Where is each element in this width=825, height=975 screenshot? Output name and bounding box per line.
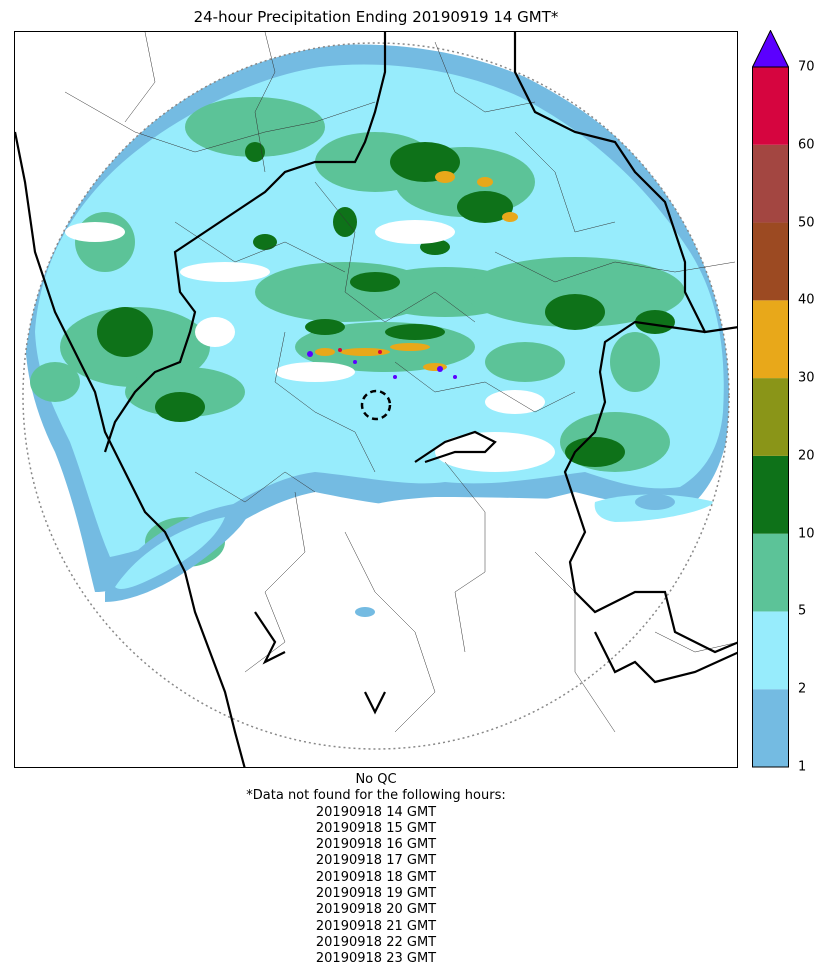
colorbar-bin <box>752 300 789 379</box>
colorbar <box>751 29 790 768</box>
map-title: 24-hour Precipitation Ending 20190919 14… <box>193 8 559 26</box>
colorbar-tick-label: 20 <box>798 448 815 464</box>
colorbar-bin <box>752 67 789 145</box>
qc-note: No QC <box>355 772 397 787</box>
precip-area-70-plus <box>307 351 457 379</box>
colorbar-tick-label: 1 <box>798 759 807 775</box>
colorbar-extend-max <box>751 29 790 68</box>
colorbar-tick-label: 70 <box>798 59 815 75</box>
missing-hour: 20190918 19 GMT <box>315 886 437 902</box>
colorbar-bin <box>752 455 789 534</box>
precip-area-60-70 <box>338 348 382 354</box>
colorbar-bin <box>752 378 789 456</box>
missing-hour: 20190918 15 GMT <box>315 820 437 836</box>
colorbar-bin <box>752 144 789 223</box>
missing-hour: 20190918 18 GMT <box>315 869 437 885</box>
colorbar-tick-label: 30 <box>798 370 815 386</box>
missing-hour: 20190918 14 GMT <box>315 804 437 820</box>
radar-range-ring <box>22 42 730 750</box>
missing-hour: 20190918 21 GMT <box>315 918 437 934</box>
missing-hour: 20190918 23 GMT <box>315 951 437 967</box>
missing-hour: 20190918 22 GMT <box>315 934 437 950</box>
precipitation-map <box>14 31 738 768</box>
missing-data-header: *Data not found for the following hours: <box>246 788 506 804</box>
radar-site-marker <box>360 389 392 421</box>
colorbar-tick-label: 50 <box>798 215 815 231</box>
colorbar-bin <box>752 533 789 612</box>
colorbar-tick-label: 5 <box>798 603 807 619</box>
colorbar-bin <box>752 222 789 301</box>
colorbar-frame <box>752 66 789 768</box>
radar-field <box>15 32 737 767</box>
colorbar-tick-label: 10 <box>798 526 815 542</box>
colorbar-bin <box>752 689 789 767</box>
notes-block: No QC *Data not found for the following … <box>14 772 738 968</box>
missing-hour: 20190918 20 GMT <box>315 902 437 918</box>
missing-hour: 20190918 17 GMT <box>315 853 437 869</box>
colorbar-tick-label: 40 <box>798 292 815 308</box>
missing-hour: 20190918 16 GMT <box>315 837 437 853</box>
no-precip-gaps <box>65 220 555 472</box>
colorbar-tick-label: 2 <box>798 681 807 697</box>
colorbar-tick-label: 60 <box>798 137 815 153</box>
state-boundaries <box>15 32 737 767</box>
colorbar-swatches <box>751 29 790 768</box>
colorbar-bin <box>752 611 789 690</box>
district-boundaries <box>64 32 737 733</box>
